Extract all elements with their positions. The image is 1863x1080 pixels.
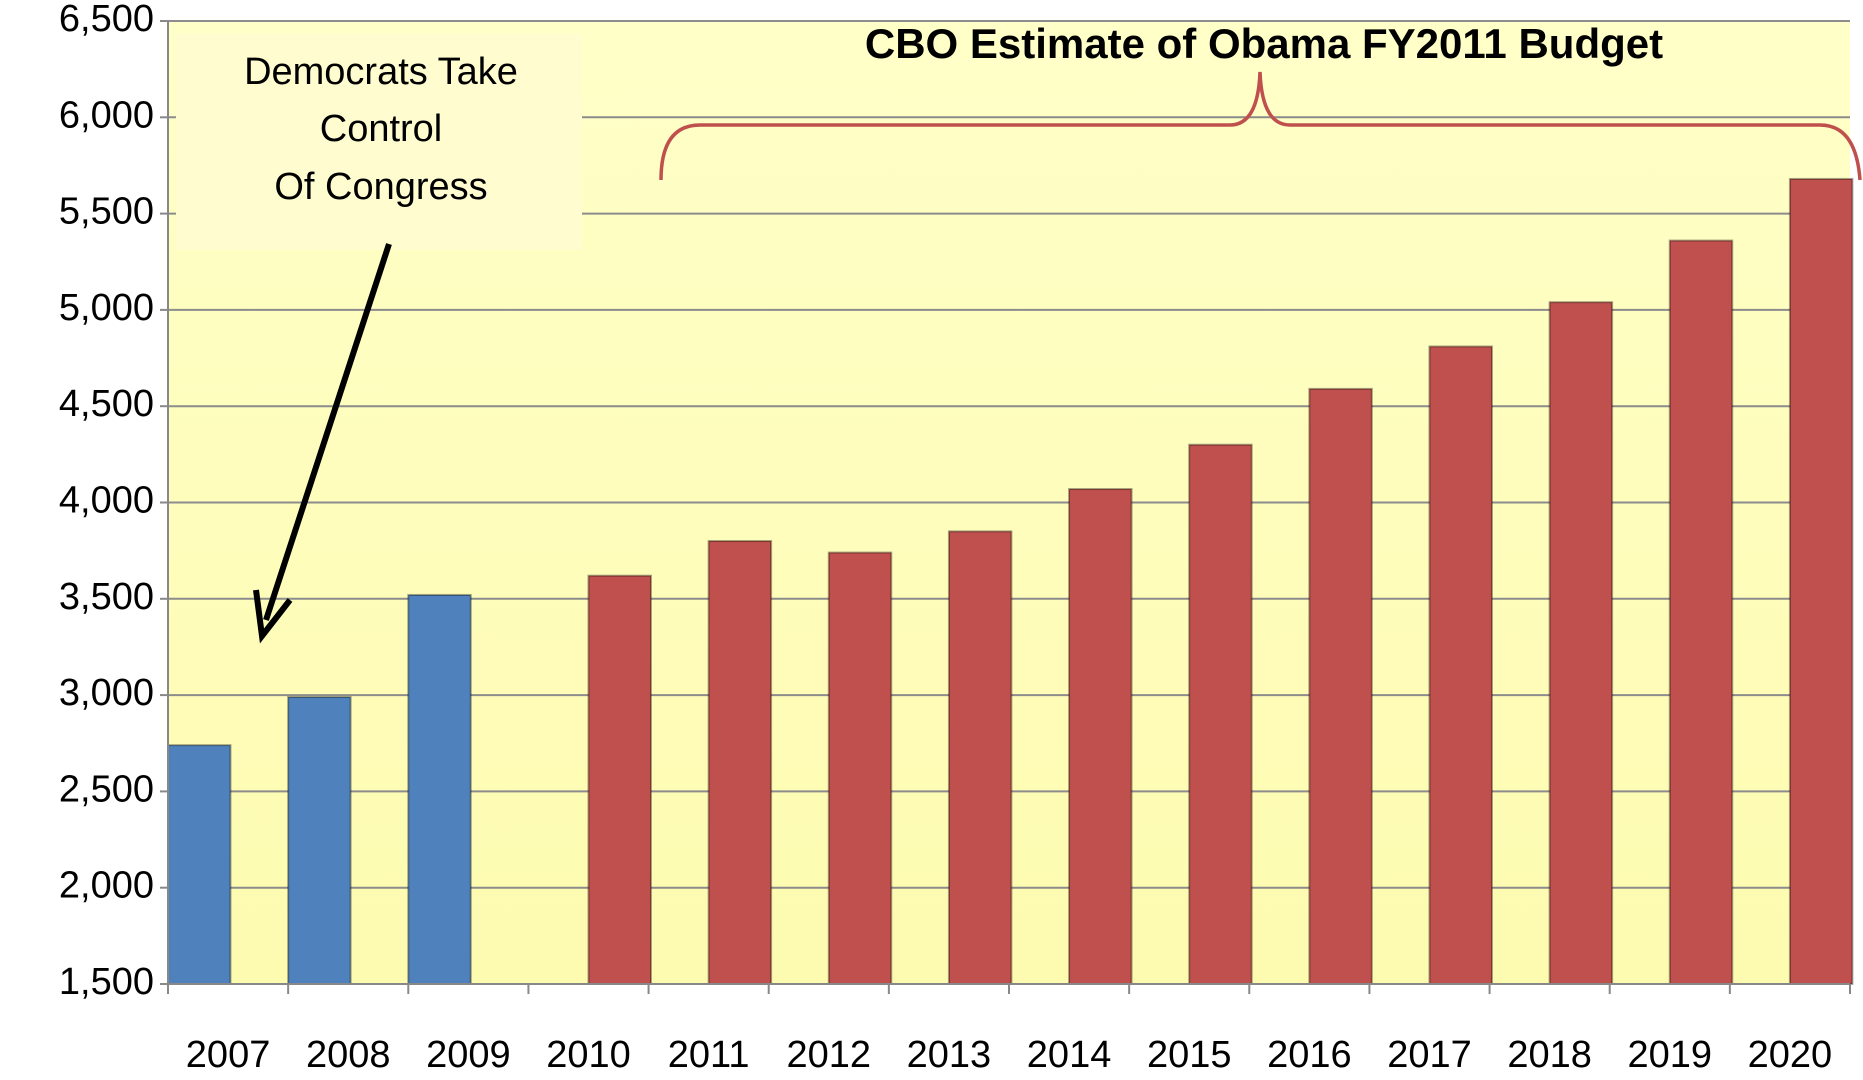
arrow bbox=[263, 243, 392, 621]
bar bbox=[1308, 387, 1373, 985]
bar bbox=[287, 696, 352, 985]
x-tick-label: 2016 bbox=[1267, 1034, 1352, 1076]
bar bbox=[1548, 301, 1614, 986]
bar bbox=[1668, 239, 1734, 985]
x-tick-label: 2014 bbox=[1027, 1034, 1112, 1076]
x-tick-label: 2007 bbox=[186, 1034, 271, 1076]
annotation-title: CBO Estimate of Obama FY2011 Budget bbox=[865, 20, 1663, 67]
y-tick-label: 1,500 bbox=[59, 961, 154, 1003]
y-tick-label: 4,000 bbox=[59, 480, 154, 522]
x-tick-label: 2015 bbox=[1147, 1034, 1232, 1076]
y-tick-label: 4,500 bbox=[59, 383, 154, 425]
y-tick-label: 6,500 bbox=[59, 0, 154, 40]
bar bbox=[1188, 443, 1253, 986]
bar bbox=[407, 593, 472, 985]
bar bbox=[1788, 177, 1854, 985]
x-tick-label: 2009 bbox=[426, 1034, 511, 1076]
annotation-box bbox=[176, 34, 582, 250]
y-tick-label: 3,000 bbox=[59, 672, 154, 714]
bar bbox=[1068, 488, 1133, 985]
bar bbox=[1428, 345, 1493, 985]
x-tick-label: 2008 bbox=[306, 1034, 391, 1076]
annotation: Control bbox=[320, 108, 443, 150]
x-tick-label: 2010 bbox=[546, 1034, 631, 1076]
y-tick-label: 6,000 bbox=[59, 94, 154, 136]
bar bbox=[587, 574, 652, 985]
x-tick-label: 2012 bbox=[787, 1034, 872, 1076]
annotation: Democrats Take bbox=[244, 51, 518, 93]
x-tick-label: 2011 bbox=[668, 1034, 750, 1076]
bar bbox=[827, 551, 893, 985]
x-tick-label: 2020 bbox=[1748, 1034, 1833, 1076]
bar bbox=[707, 540, 773, 986]
arrow-head bbox=[253, 589, 293, 644]
x-tick-label: 2019 bbox=[1628, 1034, 1713, 1076]
bar bbox=[167, 744, 232, 986]
x-tick-label: 2018 bbox=[1507, 1034, 1592, 1076]
y-tick-label: 5,500 bbox=[59, 191, 154, 233]
bar bbox=[947, 530, 1013, 985]
y-tick-label: 5,000 bbox=[59, 287, 154, 329]
y-tick-label: 2,500 bbox=[59, 768, 154, 810]
x-tick-label: 2013 bbox=[907, 1034, 992, 1076]
y-tick-label: 3,500 bbox=[59, 576, 154, 618]
annotation: Of Congress bbox=[274, 166, 487, 208]
brace bbox=[659, 71, 1862, 181]
y-tick-label: 2,000 bbox=[59, 865, 154, 907]
x-tick-label: 2017 bbox=[1387, 1034, 1472, 1076]
